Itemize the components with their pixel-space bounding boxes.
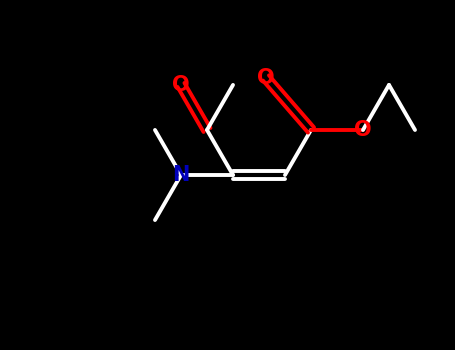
Text: N: N [172, 165, 190, 185]
Text: O: O [354, 120, 372, 140]
Text: O: O [257, 68, 275, 88]
Text: O: O [172, 75, 190, 95]
